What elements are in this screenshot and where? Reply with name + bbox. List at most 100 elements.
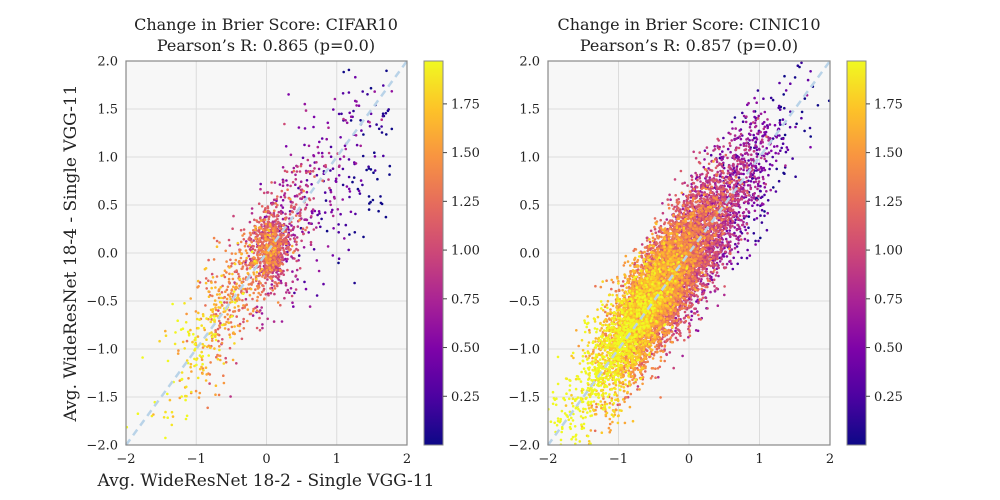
data-point [241,299,244,302]
data-point [245,256,248,260]
data-point [778,81,781,85]
data-point [726,172,730,175]
data-point [221,323,224,327]
data-point [274,253,277,256]
data-point [745,115,748,118]
data-point [253,262,257,266]
data-point [225,297,229,301]
data-point [763,157,766,161]
data-point [255,326,259,330]
data-point [695,173,699,177]
data-point [796,64,800,67]
data-point [242,277,245,281]
data-point [351,180,354,184]
data-point [692,181,696,185]
data-point [150,414,154,418]
data-point [203,344,206,348]
data-point [294,288,298,291]
data-point [368,124,372,128]
data-point [202,314,205,318]
data-point [754,185,757,189]
data-point [218,324,221,327]
data-point [299,164,303,168]
data-point [298,170,302,173]
data-point [279,226,282,230]
data-point [255,284,259,288]
data-point [333,97,337,101]
data-point [245,268,249,271]
data-point [166,416,169,420]
data-point [726,223,730,227]
data-point [743,189,746,192]
data-point [294,173,297,177]
data-point [757,114,760,118]
data-point [248,257,252,261]
data-point [224,361,228,364]
data-point [241,267,244,270]
data-point [267,229,271,232]
data-point [384,111,388,115]
data-point [778,119,782,122]
data-point [284,282,288,285]
data-point [281,198,285,202]
data-point [320,217,323,221]
data-point [755,101,758,104]
data-point [734,194,737,198]
data-point [197,285,200,288]
data-point [752,164,755,168]
data-point [740,218,743,222]
data-point [636,385,640,388]
data-point [715,160,719,164]
data-point [755,199,759,202]
data-point [217,339,220,343]
data-point [347,187,351,191]
data-point [248,220,252,224]
data-point [337,261,340,265]
data-point [709,249,713,252]
data-point [712,247,716,250]
data-point [229,258,232,262]
data-point [217,306,220,309]
data-point [771,98,775,102]
data-point [717,218,721,222]
data-point [683,316,686,320]
data-point [229,301,232,304]
data-point [251,247,255,251]
data-point [779,149,782,152]
data-point [752,110,756,113]
data-point [740,256,743,260]
data-point [284,230,288,233]
data-point [762,120,766,124]
data-point [207,258,210,262]
data-point [729,217,733,220]
data-point [771,164,774,167]
data-point [344,223,348,227]
data-point [240,281,244,285]
data-point [217,354,220,357]
data-point [731,219,734,223]
data-point [385,133,388,136]
data-point [734,242,737,246]
data-point [260,246,263,249]
data-point [720,257,723,261]
data-point [246,319,249,323]
data-point [256,251,260,254]
data-point [731,233,734,236]
data-point [757,168,761,171]
data-point [757,180,761,183]
data-point [724,244,728,247]
data-point [696,178,699,182]
data-point [760,138,764,141]
data-point [307,144,311,148]
data-point [737,211,741,214]
chart-subtitle: Pearson’s R: 0.857 (p=0.0) [580,36,798,55]
data-point [717,266,720,270]
data-point [212,236,216,240]
data-point [693,307,696,311]
data-point [204,304,207,307]
data-point [262,228,265,232]
data-point [211,294,214,298]
data-point [298,185,302,188]
data-point [304,287,308,291]
data-point [756,176,760,180]
